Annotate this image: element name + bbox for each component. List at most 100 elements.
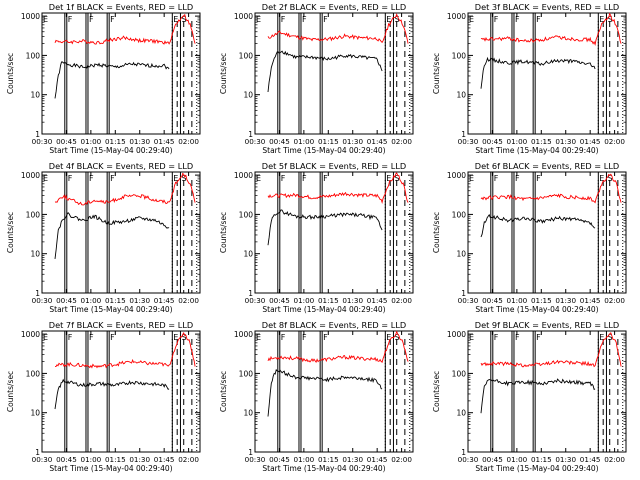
x-tick-label: 01:30 [555, 455, 576, 464]
y-tick-label: 10 [30, 250, 40, 259]
event-marker-label: F [302, 333, 307, 342]
lld-series-line [267, 172, 409, 205]
x-axis-label: Start Time (15-May-04 00:29:40) [475, 305, 598, 314]
event-marker-label: E [469, 174, 474, 183]
x-tick-label: 00:45 [56, 296, 77, 305]
y-tick-label: 1 [248, 289, 253, 298]
y-axis-label: Counts/sec [219, 53, 228, 94]
x-axis-label: Start Time (15-May-04 00:29:40) [49, 146, 172, 155]
y-tick-label: 1 [35, 130, 40, 139]
x-tick-label: 01:15 [531, 137, 552, 146]
x-tick-label: 01:45 [367, 455, 388, 464]
events-series-line [54, 378, 170, 410]
x-tick-label: 01:00 [507, 455, 528, 464]
detector-panel: Det 9f BLACK = Events, RED = LLD 1 10 100 10… [432, 320, 627, 473]
event-marker-label: E [173, 15, 178, 24]
x-tick-label: 01:15 [318, 296, 339, 305]
y-axis-label: Counts/sec [6, 53, 15, 94]
events-series-line [267, 368, 383, 417]
lld-series-line [480, 173, 622, 204]
x-tick-label: 01:15 [531, 455, 552, 464]
x-tick-label: 01:30 [555, 137, 576, 146]
event-marker-label: S [394, 333, 399, 342]
detector-panel: Det 6f BLACK = Events, RED = LLD 1 10 100 10… [432, 161, 627, 314]
panel-title: Det 3f BLACK = Events, RED = LLD [475, 2, 619, 12]
x-tick-label: 01:30 [342, 137, 363, 146]
x-tick-label: 00:45 [269, 137, 290, 146]
y-tick-label: 10 [456, 409, 466, 418]
x-tick-label: 01:15 [105, 455, 126, 464]
event-marker-label: F [494, 333, 499, 342]
x-tick-label: 01:15 [105, 296, 126, 305]
event-marker-label: E [599, 333, 604, 342]
x-tick-label: 02:00 [391, 296, 412, 305]
event-marker-label: F [89, 174, 94, 183]
lld-series-line [54, 13, 196, 45]
event-marker-label: S [607, 333, 612, 342]
events-series-line [267, 209, 383, 246]
event-marker-label: E [599, 15, 604, 24]
x-tick-label: 02:00 [604, 296, 625, 305]
y-tick-label: 1 [461, 448, 466, 457]
event-marker-label: S [607, 15, 612, 24]
y-tick-label: 100 [452, 210, 467, 219]
x-tick-label: 01:00 [294, 296, 315, 305]
y-tick-label: 10 [243, 91, 253, 100]
lld-series-line [480, 12, 622, 46]
plot-frame [41, 330, 201, 453]
x-tick-label: 01:45 [580, 296, 601, 305]
y-tick-label: 10 [456, 250, 466, 259]
x-tick-label: 01:30 [342, 455, 363, 464]
plot-frame [254, 12, 414, 135]
event-marker-label: E [386, 333, 391, 342]
x-tick-label: 01:30 [342, 296, 363, 305]
x-tick-label: 01:45 [367, 137, 388, 146]
plot-frame [467, 330, 627, 453]
events-series-line [480, 378, 596, 414]
y-tick-label: 100 [26, 51, 41, 60]
x-tick-label: 00:30 [458, 137, 479, 146]
lld-series-line [267, 330, 409, 364]
x-tick-label: 00:30 [458, 296, 479, 305]
event-marker-label: E [43, 174, 48, 183]
plot-frame [41, 12, 201, 135]
x-tick-label: 01:45 [154, 137, 175, 146]
event-marker-label: F [323, 15, 328, 24]
x-axis-label: Start Time (15-May-04 00:29:40) [475, 146, 598, 155]
y-axis-label: Counts/sec [432, 371, 441, 412]
event-marker-label: E [386, 174, 391, 183]
x-tick-label: 01:30 [129, 137, 150, 146]
event-marker-label: E [43, 333, 48, 342]
y-tick-label: 1 [35, 289, 40, 298]
event-marker-label: F [110, 174, 115, 183]
plot-frame [254, 330, 414, 453]
event-marker-label: S [394, 15, 399, 24]
x-tick-label: 01:45 [580, 137, 601, 146]
event-marker-label: E [256, 15, 261, 24]
y-tick-label: 10 [456, 91, 466, 100]
x-tick-label: 01:00 [507, 137, 528, 146]
y-tick-label: 1 [461, 289, 466, 298]
x-tick-label: 01:00 [81, 455, 102, 464]
x-tick-label: 01:30 [129, 455, 150, 464]
detector-panel: Det 7f BLACK = Events, RED = LLD 1 10 100 10… [6, 320, 201, 473]
detector-panel: Det 1f BLACK = Events, RED = LLD 1 10 100 10… [6, 2, 201, 155]
x-tick-label: 01:45 [580, 455, 601, 464]
x-tick-label: 00:45 [482, 137, 503, 146]
y-tick-label: 1000 [234, 12, 253, 21]
event-marker-label: F [281, 333, 286, 342]
x-tick-label: 02:00 [178, 296, 199, 305]
panel-title: Det 2f BLACK = Events, RED = LLD [262, 2, 406, 12]
event-marker-label: F [515, 333, 520, 342]
event-marker-label: S [181, 174, 186, 183]
y-tick-label: 10 [30, 409, 40, 418]
events-series-line [54, 61, 170, 99]
y-axis-label: Counts/sec [6, 212, 15, 253]
x-tick-label: 01:15 [531, 296, 552, 305]
y-axis-label: Counts/sec [432, 53, 441, 94]
panel-title: Det 5f BLACK = Events, RED = LLD [262, 161, 406, 171]
event-marker-label: F [89, 333, 94, 342]
events-series-line [267, 50, 383, 93]
detector-panel: Det 3f BLACK = Events, RED = LLD 1 10 100 10… [432, 2, 627, 155]
detector-panel: Det 5f BLACK = Events, RED = LLD 1 10 100 10… [219, 161, 414, 314]
